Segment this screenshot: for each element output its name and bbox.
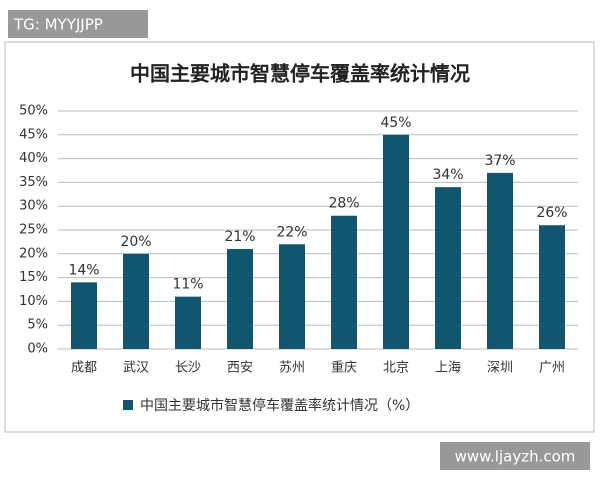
y-tick-label: 10%: [19, 294, 48, 309]
bar: [71, 282, 97, 349]
data-label: 26%: [536, 205, 567, 221]
watermark-box: [440, 442, 590, 470]
data-label: 14%: [68, 262, 99, 278]
data-label: 37%: [484, 153, 515, 169]
y-tick-label: 50%: [19, 104, 48, 119]
x-tick-label: 西安: [227, 361, 253, 376]
watermark: TG: MYYJJPP: [13, 16, 103, 34]
data-label: 20%: [120, 234, 151, 250]
bar: [227, 249, 253, 349]
data-label: 21%: [224, 229, 255, 245]
y-tick-label: 25%: [19, 223, 48, 238]
bar: [279, 244, 305, 349]
x-tick-label: 苏州: [279, 360, 305, 376]
y-tick-label: 35%: [19, 175, 48, 190]
x-tick-label: 深圳: [487, 361, 513, 376]
bar: [539, 225, 565, 349]
y-tick-label: 15%: [19, 270, 48, 285]
y-tick-label: 20%: [19, 246, 48, 261]
y-tick-label: 40%: [19, 151, 48, 166]
x-tick-label: 北京: [383, 361, 409, 376]
watermark-box: [8, 10, 148, 38]
data-label: 11%: [172, 277, 203, 293]
data-label: 34%: [432, 167, 463, 183]
y-tick-label: 5%: [27, 318, 48, 333]
bar: [383, 134, 409, 349]
bar: [487, 172, 513, 349]
chart-title: 中国主要城市智慧停车覆盖率统计情况: [130, 62, 470, 86]
y-tick-label: 45%: [19, 127, 48, 142]
bar: [175, 296, 201, 349]
bar: [331, 215, 357, 349]
bar: [435, 187, 461, 349]
watermark: www.ljayzh.com: [455, 448, 576, 466]
data-label: 22%: [276, 224, 307, 240]
x-tick-label: 重庆: [331, 360, 357, 376]
legend-swatch: [123, 400, 133, 410]
x-tick-label: 成都: [71, 361, 97, 376]
x-tick-label: 武汉: [123, 361, 149, 376]
y-tick-label: 30%: [19, 199, 48, 214]
x-tick-label: 长沙: [175, 361, 201, 376]
y-tick-label: 0%: [27, 342, 48, 357]
x-tick-label: 广州: [539, 361, 565, 376]
x-tick-label: 上海: [435, 361, 461, 376]
data-label: 45%: [380, 115, 411, 131]
legend-label: 中国主要城市智慧停车覆盖率统计情况（%）: [140, 397, 419, 414]
bar: [123, 253, 149, 349]
data-label: 28%: [328, 196, 359, 212]
